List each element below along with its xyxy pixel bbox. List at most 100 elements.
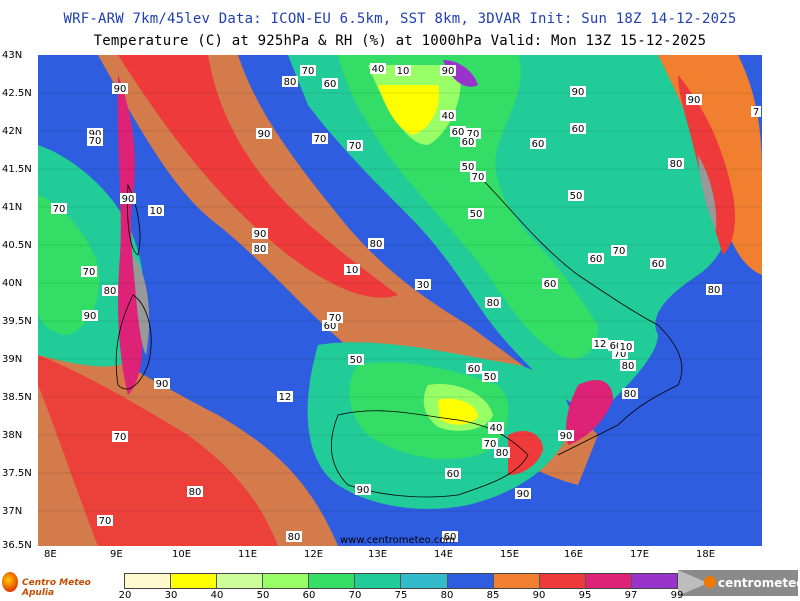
coastline-group bbox=[115, 174, 683, 498]
contour-label-box bbox=[348, 354, 364, 365]
logo-right-text: centrometeo bbox=[718, 576, 800, 590]
contour-label-box bbox=[347, 140, 363, 151]
contour-label-box bbox=[87, 128, 103, 139]
lat-label: 43N bbox=[2, 50, 23, 61]
contour-label: 80 bbox=[670, 159, 683, 170]
contour-label-box bbox=[148, 205, 164, 216]
contour-label-box bbox=[751, 106, 761, 117]
contour-label: 80 bbox=[104, 286, 117, 297]
contour-label-box bbox=[460, 161, 476, 172]
lon-label: 18E bbox=[696, 549, 716, 560]
contour-label: 90 bbox=[254, 229, 267, 240]
contour-label: 10 bbox=[620, 342, 633, 353]
contour-label-box bbox=[450, 126, 466, 137]
contour-label: 60 bbox=[572, 124, 585, 135]
contour-label: 60 bbox=[468, 364, 481, 375]
lat-label: 38.5N bbox=[2, 392, 32, 403]
contour-label: 80 bbox=[708, 285, 721, 296]
lon-label: 13E bbox=[368, 549, 388, 560]
contour-label-box bbox=[650, 258, 666, 269]
contour-label-box bbox=[466, 363, 482, 374]
legend-tick: 97 bbox=[624, 590, 638, 601]
legend-swatch bbox=[539, 574, 586, 588]
contour-label: 50 bbox=[484, 372, 497, 383]
contour-label: 60 bbox=[610, 341, 623, 352]
legend-tick: 80 bbox=[440, 590, 454, 601]
contour-label-box bbox=[327, 312, 343, 323]
contour-label-box bbox=[445, 468, 461, 479]
contour-label: 90 bbox=[688, 95, 701, 106]
lon-label: 15E bbox=[500, 549, 520, 560]
lon-label: 14E bbox=[434, 549, 454, 560]
contour-label: 80 bbox=[288, 532, 301, 543]
legend-tick: 50 bbox=[256, 590, 270, 601]
contour-label-box bbox=[97, 515, 113, 526]
contour-label: 60 bbox=[324, 79, 337, 90]
contour-label-box bbox=[706, 284, 722, 295]
contour-label: 50 bbox=[470, 209, 483, 220]
contour-label: 60 bbox=[532, 139, 545, 150]
contour-label: 40 bbox=[490, 423, 503, 434]
contour-label-box bbox=[51, 203, 67, 214]
contour-label: 60 bbox=[444, 532, 457, 543]
contour-label: 50 bbox=[350, 355, 363, 366]
contour-label-box bbox=[612, 348, 628, 359]
legend-swatch bbox=[125, 574, 172, 588]
contour-label: 90 bbox=[560, 431, 573, 442]
legend-tick: 95 bbox=[578, 590, 592, 601]
contour-label-box bbox=[442, 531, 458, 542]
contour-label-box bbox=[154, 378, 170, 389]
globe-icon bbox=[2, 572, 18, 592]
lon-label: 11E bbox=[238, 549, 258, 560]
map-title-line1: WRF-ARW 7km/45lev Data: ICON-EU 6.5km, S… bbox=[63, 11, 737, 27]
color-legend bbox=[124, 573, 678, 589]
legend-swatch bbox=[263, 574, 310, 588]
contour-label: 90 bbox=[114, 84, 127, 95]
lon-label: 17E bbox=[630, 549, 650, 560]
contour-label: 90 bbox=[89, 129, 102, 140]
legend-swatch bbox=[309, 574, 356, 588]
contour-label-box bbox=[460, 136, 476, 147]
contour-label: 70 bbox=[53, 204, 66, 215]
contour-label: 30 bbox=[417, 280, 430, 291]
contour-label: 60 bbox=[324, 321, 337, 332]
contour-label-box bbox=[608, 340, 624, 351]
contour-label-box bbox=[482, 438, 498, 449]
contour-label: 10 bbox=[346, 265, 359, 276]
contour-label-box bbox=[530, 138, 546, 149]
centro-meteo-apulia-logo: Centro Meteo Apulia bbox=[0, 568, 125, 600]
lon-label: 12E bbox=[304, 549, 324, 560]
legend-swatch bbox=[493, 574, 540, 588]
logo-left-text: Centro Meteo Apulia bbox=[22, 578, 91, 598]
contour-label: 70 bbox=[484, 439, 497, 450]
contour-label-box bbox=[112, 431, 128, 442]
contour-label: 70 bbox=[467, 129, 480, 140]
contour-label-box bbox=[277, 391, 293, 402]
contour-label-box bbox=[120, 193, 136, 204]
contour-label-box bbox=[485, 297, 501, 308]
contour-label-box bbox=[570, 86, 586, 97]
orange-dot-icon bbox=[704, 576, 716, 588]
contour-label-box bbox=[620, 360, 636, 371]
contour-label-box bbox=[568, 190, 584, 201]
legend-swatch bbox=[631, 574, 677, 588]
legend-tick: 40 bbox=[210, 590, 224, 601]
contour-label: 70 bbox=[329, 313, 342, 324]
watermark: www.centrometeo.com bbox=[340, 535, 456, 546]
contour-label-box bbox=[470, 171, 486, 182]
contour-label: 80 bbox=[622, 361, 635, 372]
map-title-line2: Temperature (C) at 925hPa & RH (%) at 10… bbox=[93, 33, 707, 49]
contour-label-box bbox=[488, 422, 504, 433]
contour-label: 60 bbox=[590, 254, 603, 265]
contour-label: 70 bbox=[472, 172, 485, 183]
contour-label: 50 bbox=[462, 162, 475, 173]
contour-label-box bbox=[588, 253, 604, 264]
contour-label: 70 bbox=[89, 136, 102, 147]
contour-label-box bbox=[415, 279, 431, 290]
contour-label-box bbox=[558, 430, 574, 441]
contour-label-box bbox=[286, 531, 302, 542]
contour-label-box bbox=[570, 123, 586, 134]
contour-label: 40 bbox=[372, 64, 385, 75]
contour-label: 80 bbox=[284, 77, 297, 88]
